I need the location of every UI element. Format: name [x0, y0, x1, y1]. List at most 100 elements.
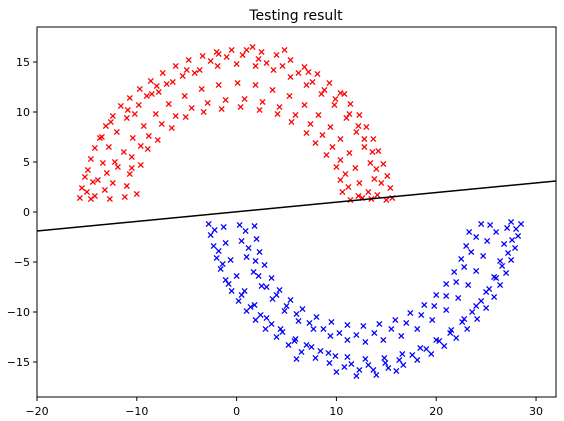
series-1-point-45: [325, 349, 332, 357]
series-1-point-28: [491, 293, 498, 301]
series-1-point-127: [469, 308, 476, 316]
series-0-point-12: [147, 77, 154, 85]
series-0-point-95: [241, 95, 248, 103]
series-1-point-93: [344, 321, 351, 329]
series-1-point-11: [273, 333, 280, 341]
series-1-point-17: [356, 366, 363, 374]
series-1-point-80: [480, 252, 487, 260]
y-axis: 15 10 5 0 −5 −10 −15: [7, 56, 37, 369]
series-1-point-81: [484, 237, 491, 245]
series-1-point-108: [225, 280, 232, 288]
series-0-point-57: [361, 143, 368, 151]
series-1-point-22: [428, 350, 435, 358]
series-1-point-163: [393, 367, 400, 375]
series-0-point-119: [239, 51, 246, 59]
series-0-point-146: [256, 106, 263, 114]
series-0-point-152: [333, 163, 340, 171]
series-0-point-31: [375, 147, 382, 155]
series-0-point-53: [318, 90, 325, 98]
series-0-point-15: [185, 56, 192, 64]
series-1-point-9: [252, 316, 259, 324]
series-1-point-156: [473, 233, 480, 241]
series-0-point-114: [155, 88, 162, 96]
series-1-point-3: [213, 254, 220, 262]
series-1-point-82: [487, 221, 494, 229]
series-0-point-132: [378, 179, 385, 187]
series-1-point-23: [441, 342, 448, 350]
series-1-point-10: [262, 325, 269, 333]
series-0-point-160: [281, 46, 288, 54]
series-1-point-86: [261, 261, 268, 269]
boundary-line: [37, 180, 556, 232]
series-0-point-110: [98, 133, 105, 141]
series-1-point-115: [303, 341, 310, 349]
series-0-point-101: [329, 143, 336, 151]
series-0-point-55: [343, 114, 350, 122]
series-0-point-139: [144, 145, 151, 153]
series-1-point-98: [421, 301, 428, 309]
series-0-point-143: [200, 108, 207, 116]
series-1-point-50: [417, 344, 424, 352]
y-tick-label: 15: [16, 56, 30, 69]
series-0-point-9: [117, 102, 124, 110]
series-1-point-116: [317, 347, 324, 355]
series-1-point-88: [276, 286, 283, 294]
series-1-point-157: [478, 220, 485, 228]
series-0-point-89: [145, 132, 152, 140]
series-1-point-44: [308, 343, 315, 351]
series-0-point-59: [371, 175, 378, 183]
series-0-point-123: [295, 69, 302, 77]
series-1-point-24: [453, 334, 460, 342]
series-1-point-57: [497, 257, 504, 265]
series-0-point-158: [215, 50, 222, 58]
series-0-point-108: [103, 169, 110, 177]
series-1-point-97: [407, 309, 414, 317]
series-0-point-151: [323, 151, 330, 159]
series-1-point-130: [493, 274, 500, 282]
series-1-point-149: [403, 319, 410, 327]
series-0-point-92: [188, 104, 195, 112]
series-0-point-144: [218, 105, 225, 113]
series-1-point-31: [508, 256, 515, 264]
series-1-point-66: [281, 307, 288, 315]
series-1-point-123: [423, 345, 430, 353]
series-1-point-70: [344, 336, 351, 344]
series-1-point-25: [464, 325, 471, 333]
series-0-point-27: [347, 100, 354, 108]
series-1-point-41: [263, 314, 270, 322]
x-axis: −20 −10 0 10 20 30: [25, 397, 543, 418]
series-0-point-70: [198, 85, 205, 93]
series-0-point-66: [140, 122, 147, 130]
series-1-point-62: [243, 253, 250, 261]
series-1-point-63: [250, 268, 257, 276]
series-1-point-145: [336, 329, 343, 337]
series-0-point-23: [301, 63, 308, 71]
x-tick-label: 30: [529, 405, 543, 418]
series-0-point-85: [123, 182, 130, 190]
series-0-point-21: [273, 51, 280, 59]
series-1-point-150: [418, 311, 425, 319]
series-1-point-89: [287, 296, 294, 304]
series-0-point-74: [269, 86, 276, 94]
series-1-point-154: [461, 263, 468, 271]
x-tick-label: 10: [329, 405, 343, 418]
series-0-point-46: [196, 66, 203, 74]
series-1-point-103: [463, 242, 470, 250]
series-0-point-121: [263, 59, 270, 67]
series-1-point-119: [365, 361, 372, 369]
series-1-point-84: [253, 235, 260, 243]
series-1-point-79: [473, 267, 480, 275]
series-1-point-152: [443, 292, 450, 300]
chart-title: Testing result: [248, 8, 343, 24]
series-0-point-150: [312, 139, 319, 147]
series-0-point-90: [158, 120, 165, 128]
series-0-point-3: [84, 166, 91, 174]
series-1-point-161: [353, 372, 360, 380]
series-0-point-91: [172, 112, 179, 120]
series-1-point-7: [235, 297, 242, 305]
series-1-point-42: [277, 325, 284, 333]
series-0-point-63: [114, 163, 121, 171]
series-1-point-59: [504, 224, 511, 232]
series-0-point-145: [237, 103, 244, 111]
